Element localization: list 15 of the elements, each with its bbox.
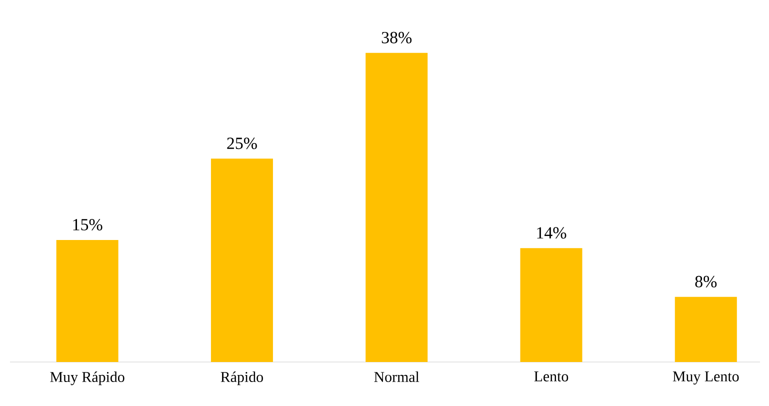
data-label: 38%	[382, 32, 412, 44]
x-tick-label: Lento	[534, 372, 568, 382]
bar	[366, 52, 428, 362]
bar	[56, 240, 118, 362]
data-label: 15%	[73, 218, 102, 230]
data-label: 25%	[227, 138, 257, 150]
bar	[210, 158, 273, 362]
data-label: 8%	[695, 276, 717, 288]
bar	[674, 296, 737, 362]
x-tick-label: Rápido	[220, 372, 263, 386]
x-tick-label: Muy Lento	[672, 372, 739, 385]
x-tick-label: Normal	[374, 372, 420, 382]
bar	[520, 248, 582, 362]
data-label: 14%	[537, 227, 566, 239]
x-tick-label: Muy Rápido	[50, 372, 124, 386]
